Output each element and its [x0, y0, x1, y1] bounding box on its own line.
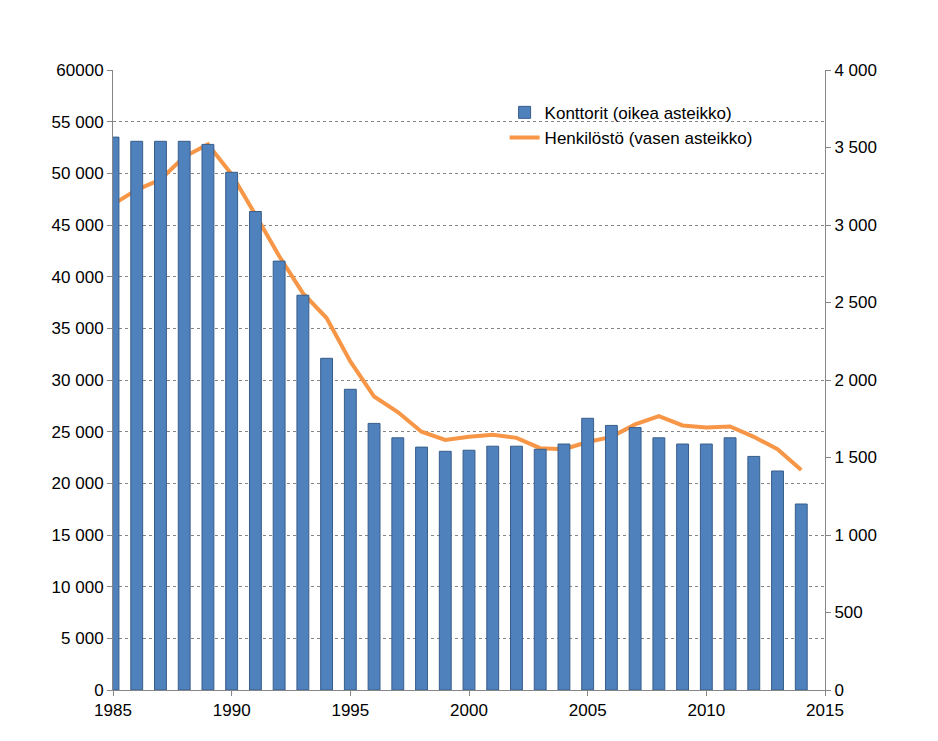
svg-text:35 000: 35 000 [52, 319, 104, 338]
svg-text:3 000: 3 000 [834, 216, 877, 235]
svg-text:3 500: 3 500 [834, 138, 877, 157]
svg-text:2000: 2000 [450, 701, 488, 720]
svg-text:1985: 1985 [94, 701, 132, 720]
svg-text:15 000: 15 000 [52, 526, 104, 545]
svg-text:50 000: 50 000 [52, 164, 104, 183]
svg-text:500: 500 [834, 603, 862, 622]
svg-text:Henkilöstö (vasen asteikko): Henkilöstö (vasen asteikko) [545, 129, 753, 148]
svg-text:5 000: 5 000 [61, 629, 104, 648]
svg-text:30 000: 30 000 [52, 371, 104, 390]
svg-text:2 000: 2 000 [834, 371, 877, 390]
svg-text:1 000: 1 000 [834, 526, 877, 545]
svg-text:25 000: 25 000 [52, 423, 104, 442]
svg-text:10 000: 10 000 [52, 578, 104, 597]
svg-text:2005: 2005 [569, 701, 607, 720]
svg-text:60000: 60000 [56, 61, 103, 80]
svg-text:20 000: 20 000 [52, 474, 104, 493]
svg-text:2015: 2015 [806, 701, 844, 720]
svg-text:1 500: 1 500 [834, 448, 877, 467]
svg-text:2010: 2010 [687, 701, 725, 720]
svg-text:1990: 1990 [213, 701, 251, 720]
svg-text:0: 0 [94, 681, 103, 700]
svg-text:2 500: 2 500 [834, 293, 877, 312]
svg-text:45 000: 45 000 [52, 216, 104, 235]
svg-text:1995: 1995 [331, 701, 369, 720]
svg-text:0: 0 [834, 681, 843, 700]
svg-text:4 000: 4 000 [834, 61, 877, 80]
svg-text:Konttorit (oikea asteikko): Konttorit (oikea asteikko) [545, 104, 732, 123]
svg-text:55 000: 55 000 [52, 113, 104, 132]
svg-text:40 000: 40 000 [52, 268, 104, 287]
